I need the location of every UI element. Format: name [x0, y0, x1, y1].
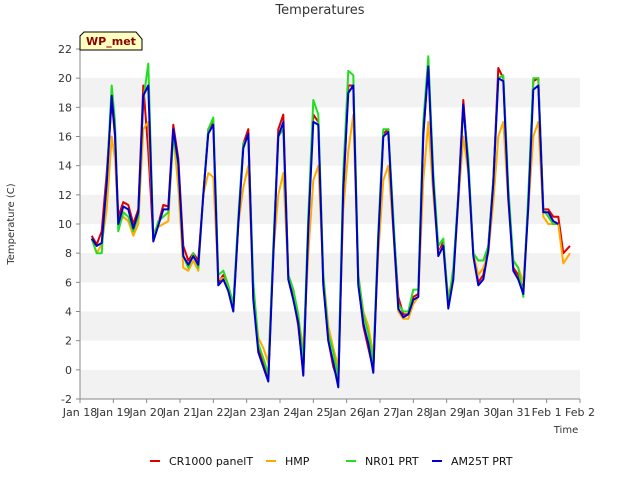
wp-met-badge: WP_met — [79, 31, 143, 51]
y-tick-label: 16 — [58, 131, 72, 144]
x-tick-label: Jan 31 — [495, 406, 530, 419]
y-tick-label: 12 — [58, 189, 72, 202]
y-axis-label: Temperature (C) — [6, 183, 17, 265]
x-tick-label: Jan 19 — [95, 406, 130, 419]
grid-band — [80, 194, 580, 224]
x-axis-label: Time — [553, 425, 578, 436]
legend-label: HMP — [285, 455, 310, 468]
y-tick-label: 0 — [65, 364, 72, 377]
x-tick-label: Feb 2 — [565, 406, 595, 419]
legend-label: CR1000 panelT — [169, 455, 253, 468]
x-tick-label: Jan 29 — [428, 406, 463, 419]
x-tick-label: Jan 28 — [395, 406, 430, 419]
y-tick-label: 2 — [65, 335, 72, 348]
chart-title: Temperatures — [274, 3, 364, 18]
badge-label: WP_met — [86, 35, 136, 48]
y-tick-label: 20 — [58, 72, 72, 85]
legend-label: NR01 PRT — [365, 455, 419, 468]
x-tick-label: Jan 30 — [462, 406, 497, 419]
y-tick-label: 22 — [58, 43, 72, 56]
x-tick-label: Feb 1 — [532, 406, 562, 419]
y-tick-label: 4 — [65, 306, 72, 319]
x-tick-label: Jan 20 — [128, 406, 163, 419]
y-tick-label: 6 — [65, 276, 72, 289]
x-tick-label: Jan 18 — [62, 406, 97, 419]
x-tick-label: Jan 22 — [195, 406, 230, 419]
x-tick-label: Jan 27 — [362, 406, 397, 419]
y-tick-label: 8 — [65, 247, 72, 260]
x-tick-label: Jan 24 — [262, 406, 297, 419]
series-line-am25t-prt — [90, 65, 559, 389]
y-tick-label: 10 — [58, 218, 72, 231]
x-tick-label: Jan 21 — [162, 406, 197, 419]
legend-label: AM25T PRT — [451, 455, 513, 468]
grid-band — [80, 253, 580, 283]
x-tick-label: Jan 23 — [228, 406, 263, 419]
x-tick-label: Jan 26 — [328, 406, 363, 419]
grid-band — [80, 369, 580, 399]
legend: CR1000 panelT HMP NR01 PRT AM25T PRT — [150, 455, 513, 468]
x-tick-label: Jan 25 — [295, 406, 330, 419]
y-tick-label: 18 — [58, 101, 72, 114]
y-tick-label: 14 — [58, 160, 72, 173]
y-tick-label: -2 — [61, 393, 72, 406]
